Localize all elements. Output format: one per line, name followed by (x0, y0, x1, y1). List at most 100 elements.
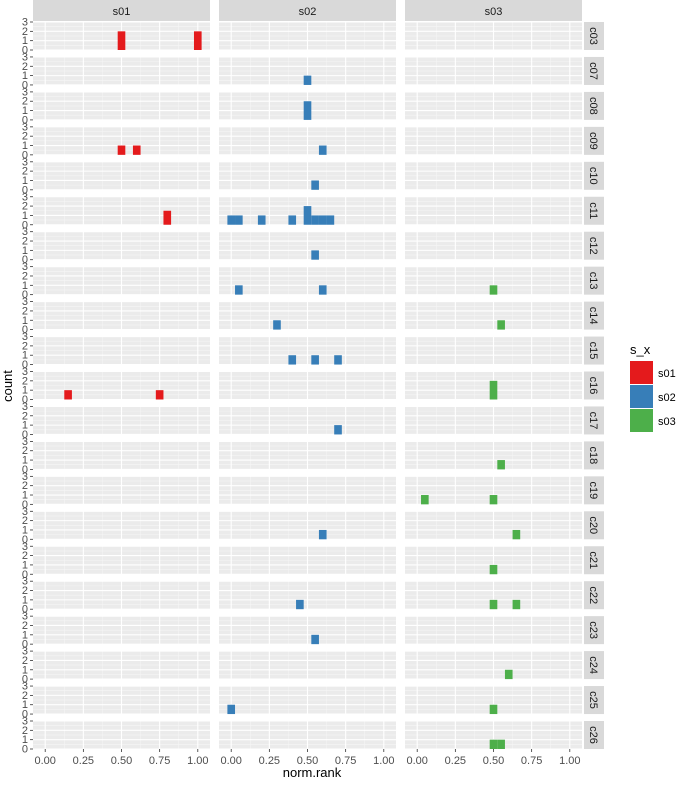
y-tick-label: 1 (22, 70, 28, 82)
legend-entry-s03: s03 (630, 409, 676, 432)
panel-c12-s03 (405, 231, 582, 261)
column-strip-label: s01 (113, 6, 131, 18)
y-tick-label: 0 (22, 499, 28, 511)
y-tick-label: 0 (22, 429, 28, 441)
y-tick-label: 2 (22, 340, 28, 352)
panel-c03-s02 (219, 21, 396, 51)
panel-c23-s03 (405, 615, 582, 645)
column-strip-label: s02 (299, 6, 317, 18)
legend-label: s03 (658, 416, 676, 428)
bar-c25-s03 (489, 704, 498, 715)
row-strip-bg (584, 581, 604, 610)
panel-c11-s01 (33, 196, 210, 226)
y-tick-label: 1 (22, 734, 28, 746)
panel-c17-s03 (405, 405, 582, 436)
row-strip-c14: c14 (584, 301, 604, 330)
y-tick-label: 1 (22, 350, 28, 362)
panel-c20-s02 (219, 510, 396, 540)
y-axis-ticks: 0123012301230123012301230123012301230123… (22, 17, 33, 756)
bar-c10-s02 (311, 180, 319, 190)
y-tick-label: 2 (22, 655, 28, 667)
panel-c20-s01 (33, 510, 210, 540)
row-strip-bg (584, 336, 604, 365)
y-tick-label: 0 (22, 709, 28, 721)
bar-c11-s02 (235, 215, 243, 225)
x-tick-label: 0.00 (406, 755, 427, 767)
x-tick-label: 0.50 (111, 755, 132, 767)
y-tick-label: 2 (22, 96, 28, 108)
legend-label: s01 (658, 368, 676, 380)
column-strips: s01 s02 s03 (33, 0, 582, 21)
y-tick-label: 1 (22, 210, 28, 222)
panel-c12-s01 (33, 231, 210, 261)
y-tick-label: 2 (22, 26, 28, 38)
panel-c18-s01 (33, 440, 210, 470)
row-strip-bg (584, 126, 604, 155)
y-tick-label: 2 (22, 236, 28, 248)
bar-c11-s01 (163, 210, 172, 225)
row-strips: c03 c07 c08 c09 c10 c11 c12 c13 c14 c15 c16 c17 c18 c… (584, 22, 604, 749)
panel-c26-s01 (33, 720, 210, 750)
panel-c15-s01 (33, 335, 210, 366)
y-tick-label: 2 (22, 270, 28, 282)
legend-key (630, 409, 653, 432)
y-tick-label: 1 (22, 175, 28, 187)
row-strip-c21: c21 (584, 546, 604, 575)
panel-c11-s03 (405, 196, 582, 226)
y-tick-label: 0 (22, 569, 28, 581)
bar-c11-s02 (326, 215, 335, 225)
bar-c16-s01 (155, 390, 164, 400)
legend-key (630, 385, 653, 408)
legend-entry-s02: s02 (630, 385, 676, 408)
bar-c03-s01 (193, 31, 202, 50)
row-strip-c11: c11 (584, 196, 604, 225)
row-strip-bg (584, 266, 604, 295)
bar-c26-s03 (497, 739, 505, 749)
y-tick-label: 3 (22, 51, 28, 63)
panel-c14-s01 (33, 301, 210, 331)
row-strip-c20: c20 (584, 511, 604, 540)
legend-title: s_x (630, 342, 651, 357)
column-strip-s01: s01 (33, 0, 210, 21)
y-tick-label: 1 (22, 594, 28, 606)
y-tick-label: 1 (22, 524, 28, 536)
row-strip-bg (584, 161, 604, 190)
x-tick-label: 0.25 (445, 755, 466, 767)
panel-c09-s02 (219, 126, 396, 156)
panel-c24-s01 (33, 650, 210, 680)
row-strip-bg (584, 651, 604, 680)
bar-c22-s03 (512, 599, 521, 610)
panel-c14-s03 (405, 301, 582, 331)
row-strip-label: c11 (587, 202, 599, 219)
row-strip-label: c26 (587, 726, 599, 744)
row-strip-c23: c23 (584, 616, 604, 645)
x-tick-label: 0.75 (521, 755, 542, 767)
panel-c10-s02 (219, 161, 396, 191)
x-tick-label: 0.50 (483, 755, 504, 767)
row-strip-label: c23 (587, 621, 599, 639)
y-tick-label: 3 (22, 366, 28, 378)
panel-c07-s01 (33, 56, 210, 86)
row-strip-c12: c12 (584, 231, 604, 260)
y-tick-label: 2 (22, 375, 28, 387)
row-strip-c18: c18 (584, 441, 604, 470)
panel-c15-s03 (405, 335, 582, 366)
y-tick-label: 2 (22, 690, 28, 702)
bar-c20-s03 (512, 529, 521, 540)
y-tick-label: 2 (22, 201, 28, 213)
y-tick-label: 0 (22, 45, 28, 57)
y-tick-label: 3 (22, 576, 28, 588)
y-tick-label: 3 (22, 436, 28, 448)
row-strip-c26: c26 (584, 721, 604, 749)
y-tick-label: 1 (22, 490, 28, 502)
row-strip-label: c22 (587, 586, 599, 604)
x-tick-label: 1.00 (187, 755, 208, 767)
row-strip-c24: c24 (584, 651, 604, 680)
row-strip-bg (584, 686, 604, 715)
bar-c22-s03 (489, 599, 498, 610)
y-tick-label: 2 (22, 480, 28, 492)
legend: s_x s01 s02 s03 (630, 342, 676, 432)
panel-c03-s03 (405, 21, 582, 51)
y-tick-label: 3 (22, 716, 28, 728)
y-tick-label: 3 (22, 401, 28, 413)
